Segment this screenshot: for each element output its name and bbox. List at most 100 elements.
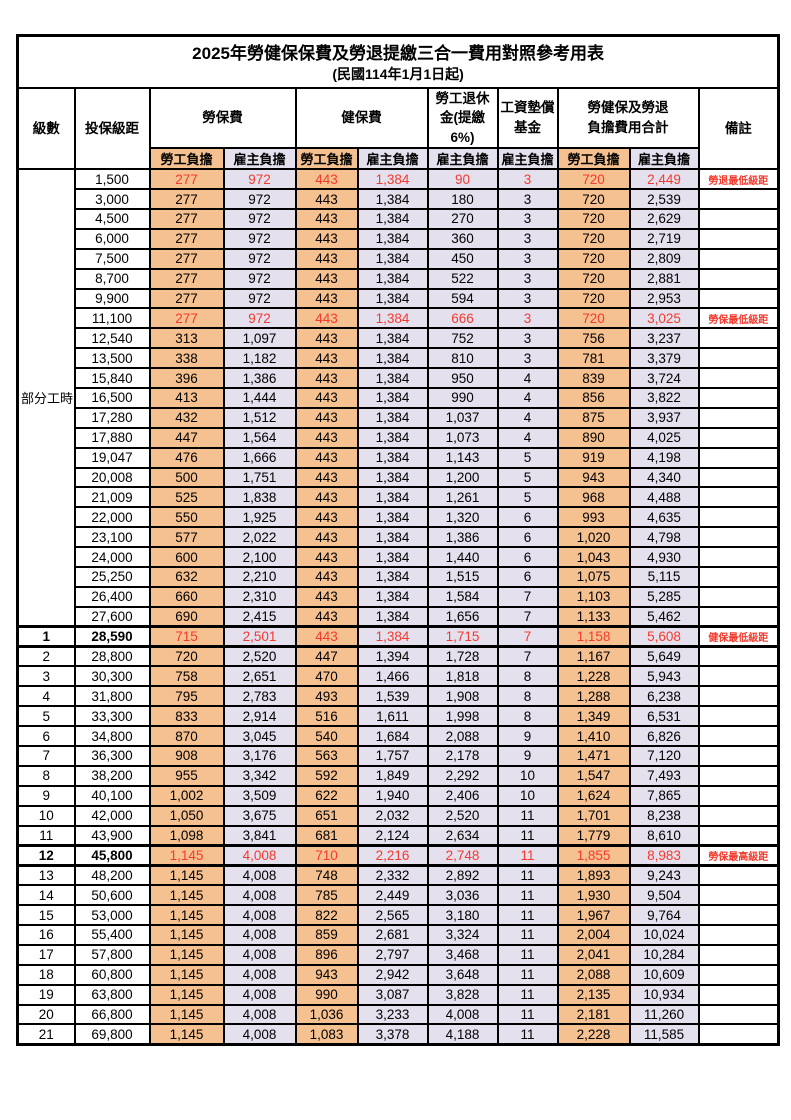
value-cell: 3,180 <box>426 904 499 927</box>
value-cell: 4,008 <box>222 943 297 966</box>
value-cell: 2,783 <box>222 685 297 708</box>
table-row: 18 60,800 1,145 4,008 943 2,942 3,648 11 2,088 10… <box>16 963 780 986</box>
table-row: 9,900 277 972 443 1,384 594 3 720 2,953 <box>18 287 780 310</box>
value-cell: 1,145 <box>148 924 225 946</box>
value-cell: 622 <box>294 784 359 807</box>
value-cell: 1,466 <box>356 665 429 688</box>
value-cell: 660 <box>148 585 225 608</box>
value-cell: 4,340 <box>628 466 700 489</box>
value-cell: 4,635 <box>628 506 700 529</box>
value-cell: 1,444 <box>222 386 297 409</box>
value-cell: 2,797 <box>356 943 429 966</box>
value-cell: 2,809 <box>628 247 700 270</box>
value-cell: 4,008 <box>222 843 297 867</box>
value-cell: 5 <box>496 486 559 509</box>
value-cell: 856 <box>556 386 631 409</box>
header-labor-employee: 勞工負擔 <box>148 147 225 171</box>
table-row: 13 48,200 1,145 4,008 748 2,332 2,892 11 1,893 9,… <box>16 864 780 887</box>
bracket-cell: 23,100 <box>73 526 151 549</box>
value-cell: 1,547 <box>556 764 631 787</box>
value-cell: 7 <box>496 625 559 649</box>
value-cell: 443 <box>294 446 359 469</box>
value-cell: 972 <box>222 188 297 210</box>
value-cell: 10,024 <box>628 924 700 946</box>
value-cell: 1,611 <box>356 705 429 728</box>
value-cell: 3 <box>496 188 559 210</box>
level-cell: 15 <box>16 904 76 927</box>
header-total: 勞健保及勞退 負擔費用合計 <box>556 86 700 150</box>
value-cell: 2,181 <box>556 1003 631 1026</box>
header-group-row: 級數 投保級距 勞保費 健保費 勞工退休 金(提繳6%) 工資墊償 基金 勞健保… <box>16 86 780 171</box>
table-row: 21,009 525 1,838 443 1,384 1,261 5 968 4,488 <box>18 486 780 509</box>
table-row: 13,500 338 1,182 443 1,384 810 3 781 3,379 <box>18 347 780 370</box>
value-cell: 5,649 <box>628 645 700 668</box>
value-cell: 1,440 <box>426 546 499 568</box>
level-cell: 7 <box>16 745 76 767</box>
value-cell: 3,828 <box>426 983 499 1006</box>
table-row: 16 55,400 1,145 4,008 859 2,681 3,324 11 2,004 10… <box>16 924 780 946</box>
bracket-cell: 7,500 <box>73 247 151 270</box>
value-cell: 2,135 <box>556 983 631 1006</box>
value-cell: 1,384 <box>356 207 429 230</box>
bracket-cell: 66,800 <box>73 1003 151 1026</box>
remark-cell: 勞保最高級距 <box>697 843 780 867</box>
bracket-cell: 27,600 <box>73 605 151 628</box>
value-cell: 1,384 <box>356 267 429 290</box>
value-cell: 2,520 <box>426 804 499 827</box>
value-cell: 890 <box>556 426 631 449</box>
value-cell: 1,384 <box>356 605 429 628</box>
value-cell: 3,087 <box>356 983 429 1006</box>
level-cell: 13 <box>16 864 76 887</box>
level-cell: 16 <box>16 924 76 946</box>
value-cell: 1,893 <box>556 864 631 887</box>
value-cell: 2,565 <box>356 904 429 927</box>
value-cell: 2,629 <box>628 207 700 230</box>
value-cell: 443 <box>294 466 359 489</box>
value-cell: 8,610 <box>628 824 700 847</box>
value-cell: 1,384 <box>356 566 429 588</box>
bracket-cell: 3,000 <box>73 188 151 210</box>
value-cell: 9,764 <box>628 904 700 927</box>
value-cell: 3,342 <box>222 764 297 787</box>
value-cell: 563 <box>294 745 359 767</box>
value-cell: 11 <box>496 924 559 946</box>
value-cell: 896 <box>294 943 359 966</box>
bracket-cell: 28,800 <box>73 645 151 668</box>
value-cell: 972 <box>222 227 297 250</box>
header-labor-fee: 勞保費 <box>148 86 297 150</box>
value-cell: 1,158 <box>556 625 631 649</box>
value-cell: 6,531 <box>628 705 700 728</box>
value-cell: 870 <box>148 725 225 748</box>
value-cell: 1,757 <box>356 745 429 767</box>
bracket-cell: 17,280 <box>73 406 151 429</box>
value-cell: 1,930 <box>556 884 631 907</box>
value-cell: 1,849 <box>356 764 429 787</box>
value-cell: 2,004 <box>556 924 631 946</box>
value-cell: 3 <box>496 227 559 250</box>
value-cell: 3,233 <box>356 1003 429 1026</box>
value-cell: 1,701 <box>556 804 631 827</box>
remark-cell <box>697 804 780 827</box>
table-subtitle: (民國114年1月1日起) <box>332 65 464 82</box>
remark-cell: 勞保最低級距 <box>697 307 780 330</box>
value-cell: 822 <box>294 904 359 927</box>
value-cell: 1,384 <box>356 486 429 509</box>
value-cell: 4,008 <box>222 1003 297 1026</box>
value-cell: 1,779 <box>556 824 631 847</box>
value-cell: 1,515 <box>426 566 499 588</box>
value-cell: 4 <box>496 406 559 429</box>
bracket-cell: 38,200 <box>73 764 151 787</box>
value-cell: 540 <box>294 725 359 748</box>
value-cell: 2,310 <box>222 585 297 608</box>
value-cell: 443 <box>294 506 359 529</box>
bracket-cell: 36,300 <box>73 745 151 767</box>
remark-cell <box>697 764 780 787</box>
remark-cell <box>697 1023 780 1046</box>
table-row: 1 28,590 715 2,501 443 1,384 1,715 7 1,158 5,608 健… <box>16 625 780 649</box>
value-cell: 443 <box>294 426 359 449</box>
value-cell: 443 <box>294 188 359 210</box>
level-cell: 4 <box>16 685 76 708</box>
value-cell: 1,855 <box>556 843 631 867</box>
value-cell: 2,748 <box>426 843 499 867</box>
